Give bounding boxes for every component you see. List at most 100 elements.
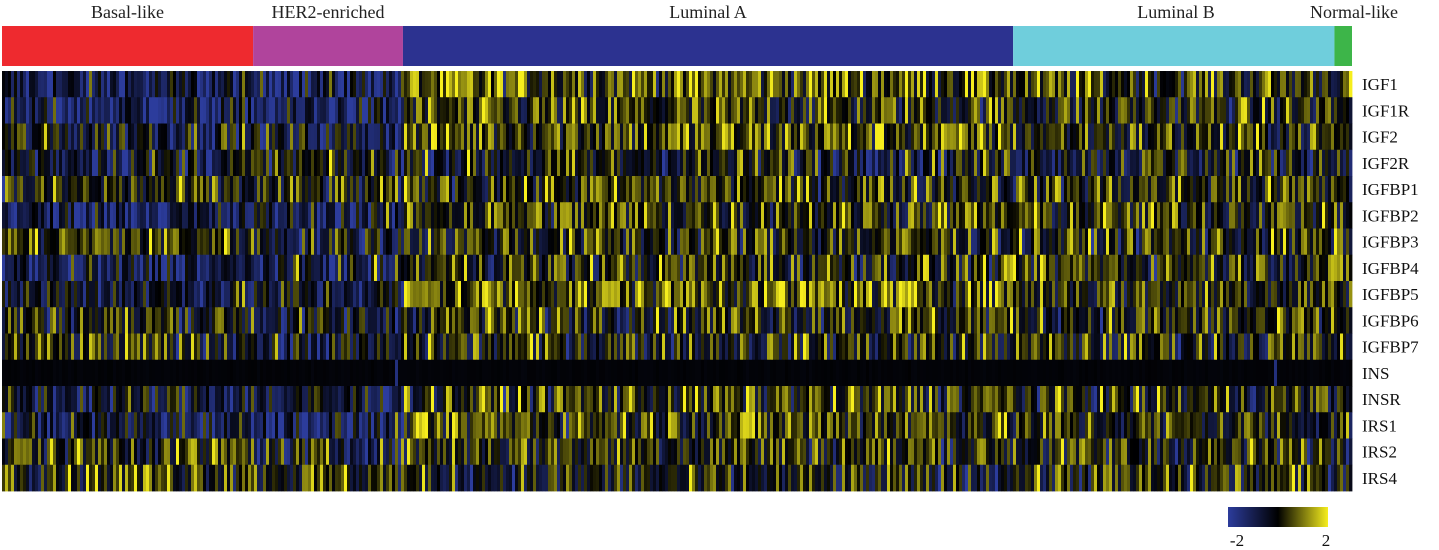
- heatmap-cell: [791, 202, 795, 229]
- heatmap-cell: [977, 254, 981, 282]
- heatmap-cell: [113, 149, 117, 177]
- heatmap-cell: [1256, 281, 1260, 308]
- heatmap-cell: [476, 202, 480, 229]
- heatmap-cell: [1295, 176, 1299, 203]
- heatmap-cell: [260, 228, 264, 256]
- heatmap-cell: [308, 307, 312, 334]
- heatmap-cell: [380, 228, 384, 256]
- heatmap-cell: [752, 97, 756, 124]
- heatmap-cell: [335, 281, 339, 308]
- heatmap-cell: [1256, 254, 1260, 282]
- heatmap-cell: [938, 71, 942, 98]
- heatmap-cell: [74, 176, 78, 203]
- heatmap-cell: [254, 97, 258, 124]
- heatmap-cell: [1268, 307, 1272, 334]
- heatmap-cell: [590, 176, 594, 203]
- heatmap-cell: [608, 176, 612, 203]
- heatmap-cell: [914, 228, 918, 256]
- heatmap-cell: [146, 307, 150, 334]
- heatmap-cell: [1121, 333, 1125, 361]
- heatmap-cell: [83, 202, 87, 229]
- heatmap-cell: [764, 149, 768, 177]
- heatmap-cell: [311, 281, 315, 308]
- heatmap-cell: [941, 202, 945, 229]
- heatmap-cell: [551, 123, 555, 151]
- heatmap-cell: [83, 71, 87, 98]
- heatmap-cell: [317, 228, 321, 256]
- heatmap-cell: [350, 333, 354, 361]
- heatmap-cell: [1325, 228, 1329, 256]
- heatmap-cell: [203, 228, 207, 256]
- heatmap-cell: [605, 97, 609, 124]
- heatmap-cell: [824, 71, 828, 98]
- heatmap-cell: [221, 176, 225, 203]
- heatmap-cell: [836, 176, 840, 203]
- heatmap-cell: [746, 71, 750, 98]
- heatmap-cell: [104, 228, 108, 256]
- heatmap-cell: [392, 149, 396, 177]
- heatmap-cell: [332, 97, 336, 124]
- heatmap-cell: [11, 97, 15, 124]
- heatmap-cell: [194, 254, 198, 282]
- heatmap-cell: [854, 202, 858, 229]
- heatmap-cell: [1328, 97, 1332, 124]
- heatmap-cell: [1292, 333, 1296, 361]
- heatmap-cell: [1055, 123, 1059, 151]
- heatmap-cell: [401, 307, 405, 334]
- heatmap-cell: [845, 228, 849, 256]
- heatmap-cell: [755, 149, 759, 177]
- heatmap-cell: [1085, 97, 1089, 124]
- heatmap-cell: [89, 359, 93, 387]
- heatmap-cell: [590, 202, 594, 229]
- heatmap-cell: [773, 307, 777, 334]
- heatmap-cell: [119, 97, 123, 124]
- heatmap-cell: [806, 254, 810, 282]
- heatmap-cell: [194, 123, 198, 151]
- heatmap-cell: [203, 97, 207, 124]
- heatmap-cell: [1001, 97, 1005, 124]
- heatmap-cell: [1115, 149, 1119, 177]
- heatmap-cell: [815, 97, 819, 124]
- heatmap-cell: [1142, 228, 1146, 256]
- heatmap-cell: [524, 228, 528, 256]
- heatmap-cell: [140, 281, 144, 308]
- heatmap-cell: [1028, 123, 1032, 151]
- heatmap-cell: [806, 97, 810, 124]
- heatmap-cell: [599, 281, 603, 308]
- heatmap-cell: [788, 307, 792, 334]
- heatmap-cell: [596, 149, 600, 177]
- subtype-annotation-bar: [2, 26, 1352, 66]
- heatmap-cell: [470, 281, 474, 308]
- heatmap-cell: [380, 97, 384, 124]
- heatmap-cell: [125, 202, 129, 229]
- heatmap-cell: [215, 149, 219, 177]
- heatmap-cell: [143, 202, 147, 229]
- heatmap-cell: [380, 254, 384, 282]
- heatmap-cell: [401, 333, 405, 361]
- heatmap-cell: [1340, 228, 1344, 256]
- heatmap-cell: [779, 281, 783, 308]
- heatmap-cell: [149, 228, 153, 256]
- heatmap-cell: [1298, 333, 1302, 361]
- heatmap-cell: [68, 123, 72, 151]
- heatmap-cell: [1268, 149, 1272, 177]
- heatmap-cell: [893, 97, 897, 124]
- heatmap-cell: [1112, 71, 1116, 98]
- heatmap-cell: [1109, 333, 1113, 361]
- heatmap-cell: [65, 333, 69, 361]
- heatmap-cell: [290, 123, 294, 151]
- heatmap-cell: [1043, 97, 1047, 124]
- heatmap-cell: [515, 149, 519, 177]
- heatmap-cell: [341, 281, 345, 308]
- heatmap-cell: [194, 97, 198, 124]
- heatmap-cell: [380, 202, 384, 229]
- heatmap-cell: [329, 254, 333, 282]
- heatmap-cell: [29, 307, 33, 334]
- heatmap-cell: [1256, 202, 1260, 229]
- heatmap-cell: [230, 228, 234, 256]
- heatmap-cell: [401, 71, 405, 98]
- heatmap-cell: [458, 254, 462, 282]
- heatmap-cell: [29, 202, 33, 229]
- heatmap-cell: [341, 254, 345, 282]
- heatmap-cell: [683, 71, 687, 98]
